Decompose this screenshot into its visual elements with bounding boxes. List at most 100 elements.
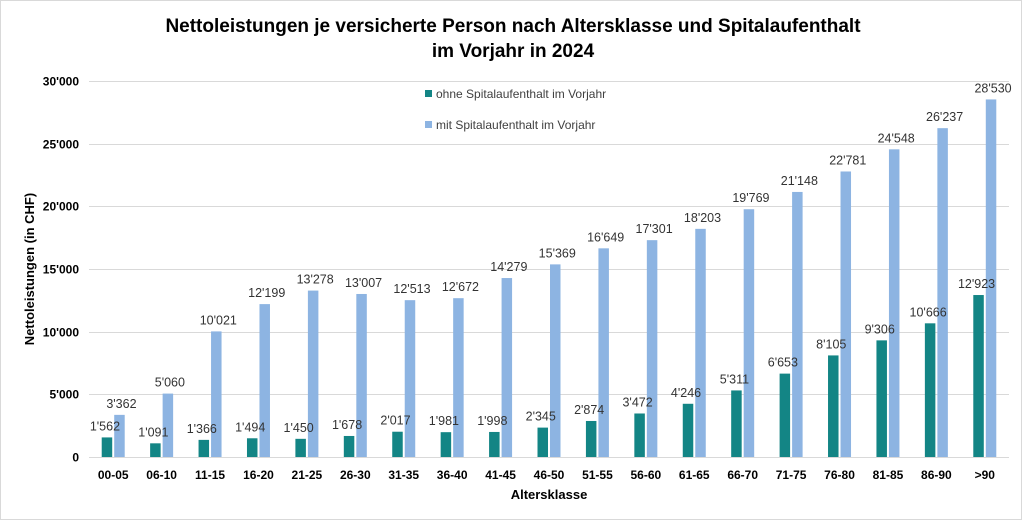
x-tick-label: 06-10 bbox=[146, 468, 177, 482]
data-label-mit: 19'769 bbox=[732, 191, 769, 205]
bar-ohne bbox=[489, 431, 500, 457]
legend: ohne Spitalaufenthalt im Vorjahr mit Spi… bbox=[425, 87, 606, 132]
bar-ohne bbox=[198, 439, 210, 457]
chart-title-line-2: im Vorjahr in 2024 bbox=[432, 41, 595, 62]
bar-mit bbox=[550, 264, 561, 457]
data-label-ohne: 1'981 bbox=[429, 414, 459, 428]
x-tick-label: 61-65 bbox=[679, 468, 710, 482]
bar-mit bbox=[888, 149, 900, 457]
data-label-mit: 17'301 bbox=[636, 222, 673, 236]
bars bbox=[101, 99, 997, 457]
data-label-ohne: 1'091 bbox=[138, 425, 168, 439]
bar-ohne bbox=[343, 435, 355, 457]
x-tick-label: 71-75 bbox=[776, 468, 807, 482]
gridlines bbox=[89, 81, 1009, 458]
x-tick-label: 66-70 bbox=[727, 468, 758, 482]
bar-mit bbox=[840, 171, 852, 457]
data-label-mit: 22'781 bbox=[829, 153, 866, 167]
legend-swatch-ohne bbox=[425, 90, 432, 97]
x-tick-label: 16-20 bbox=[243, 468, 274, 482]
x-axis-title: Altersklasse bbox=[511, 487, 588, 502]
bar-ohne bbox=[246, 438, 258, 457]
bar-mit bbox=[695, 228, 706, 457]
data-label-ohne: 5'311 bbox=[720, 372, 749, 386]
data-label-ohne: 2'345 bbox=[526, 410, 556, 424]
legend-label-ohne: ohne Spitalaufenthalt im Vorjahr bbox=[436, 87, 606, 101]
chart-title-line-1: Nettoleistungen je versicherte Person na… bbox=[165, 16, 861, 37]
bar-mit bbox=[598, 248, 609, 457]
data-label-ohne: 1'494 bbox=[235, 420, 265, 434]
bar-ohne bbox=[924, 323, 936, 457]
data-label-ohne: 6'653 bbox=[768, 356, 798, 370]
data-label-ohne: 1'678 bbox=[332, 418, 362, 432]
data-label-mit: 26'237 bbox=[926, 110, 963, 124]
bar-ohne bbox=[731, 390, 742, 457]
x-tick-label: 21-25 bbox=[292, 468, 323, 482]
bar-mit bbox=[501, 278, 513, 457]
bar-ohne bbox=[876, 340, 887, 457]
bar-mit bbox=[985, 99, 997, 457]
bar-ohne bbox=[392, 431, 403, 457]
bar-ohne bbox=[779, 373, 791, 457]
bar-ohne bbox=[634, 413, 645, 457]
bar-mit bbox=[404, 300, 416, 457]
bar-ohne bbox=[828, 355, 839, 457]
data-label-ohne: 1'998 bbox=[477, 414, 507, 428]
y-tick-label: 0 bbox=[72, 451, 79, 465]
data-label-ohne: 8'105 bbox=[816, 337, 846, 351]
bar-mit bbox=[114, 414, 125, 457]
x-tick-label: 26-30 bbox=[340, 468, 371, 482]
y-axis-ticks: 0 5'000 10'000 15'000 20'000 25'000 30'000 bbox=[43, 75, 80, 465]
data-label-ohne: 10'666 bbox=[910, 305, 947, 319]
data-label-mit: 24'548 bbox=[878, 131, 915, 145]
data-label-mit: 15'369 bbox=[539, 246, 576, 260]
data-label-ohne: 1'366 bbox=[187, 422, 217, 436]
data-label-mit: 5'060 bbox=[155, 376, 185, 390]
bar-mit bbox=[307, 290, 319, 457]
x-tick-label: 00-05 bbox=[98, 468, 129, 482]
data-label-mit: 12'513 bbox=[393, 282, 430, 296]
x-tick-label: 51-55 bbox=[582, 468, 613, 482]
bar-mit bbox=[937, 128, 948, 457]
x-axis-ticks: 00-05 06-10 11-15 16-20 21-25 26-30 31-35 36-40… bbox=[98, 468, 995, 482]
bar-ohne bbox=[150, 443, 161, 457]
bar-ohne bbox=[295, 438, 306, 457]
data-label-mit: 12'672 bbox=[442, 280, 479, 294]
data-label-mit: 10'021 bbox=[200, 313, 237, 327]
y-tick-label: 15'000 bbox=[43, 263, 80, 277]
data-label-mit: 13'278 bbox=[297, 273, 334, 287]
data-label-ohne: 3'472 bbox=[622, 395, 652, 409]
x-tick-label: 56-60 bbox=[630, 468, 661, 482]
y-tick-label: 25'000 bbox=[43, 138, 80, 152]
bar-ohne bbox=[101, 437, 113, 457]
bar-mit bbox=[259, 304, 270, 457]
y-axis-title: Nettoleistungen (in CHF) bbox=[22, 193, 37, 345]
data-label-ohne: 1'450 bbox=[284, 421, 314, 435]
bar-mit bbox=[646, 240, 658, 457]
data-label-ohne: 12'923 bbox=[958, 277, 995, 291]
x-tick-label: 76-80 bbox=[824, 468, 855, 482]
x-tick-label: 86-90 bbox=[921, 468, 952, 482]
data-label-ohne: 4'246 bbox=[671, 386, 701, 400]
bar-mit bbox=[162, 393, 174, 457]
data-label-mit: 14'279 bbox=[490, 260, 527, 274]
data-label-ohne: 2'874 bbox=[574, 403, 604, 417]
data-label-mit: 12'199 bbox=[248, 286, 285, 300]
bar-mit bbox=[743, 209, 755, 457]
bar-ohne bbox=[440, 432, 452, 457]
data-label-mit: 21'148 bbox=[781, 174, 818, 188]
bar-ohne bbox=[585, 420, 597, 457]
x-tick-label: 46-50 bbox=[534, 468, 565, 482]
x-tick-label: 81-85 bbox=[873, 468, 904, 482]
bar-mit bbox=[356, 293, 367, 457]
bar-ohne bbox=[537, 427, 548, 457]
x-tick-label: 11-15 bbox=[195, 468, 225, 482]
data-label-mit: 13'007 bbox=[345, 276, 382, 290]
x-tick-label: 36-40 bbox=[437, 468, 468, 482]
legend-label-mit: mit Spitalaufenthalt im Vorjahr bbox=[436, 118, 595, 132]
y-tick-label: 30'000 bbox=[43, 75, 80, 89]
bar-mit bbox=[792, 191, 803, 457]
y-tick-label: 10'000 bbox=[43, 326, 80, 340]
